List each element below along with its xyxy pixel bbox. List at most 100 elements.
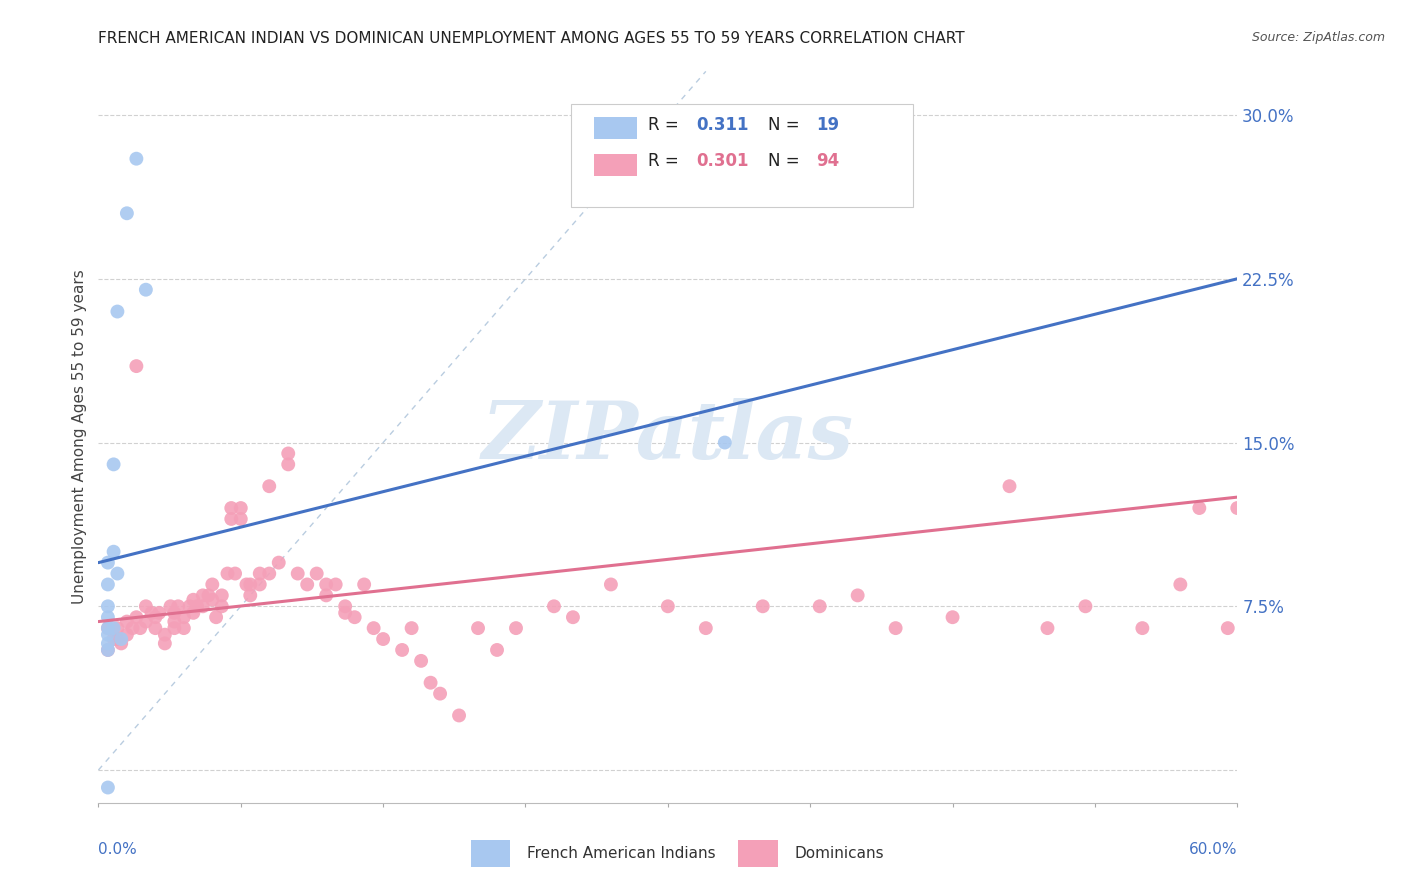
Point: [1036, 621, 1059, 635]
Point: [884, 621, 907, 635]
Point: [97, 599, 120, 614]
Point: [259, 566, 281, 581]
Point: [163, 615, 186, 629]
Text: ZIPatlas: ZIPatlas: [482, 399, 853, 475]
Point: [97, 780, 120, 795]
Point: [125, 610, 148, 624]
Point: [191, 588, 214, 602]
Text: R =: R =: [648, 116, 685, 134]
Text: N =: N =: [768, 153, 806, 170]
Point: [325, 577, 347, 591]
Point: [1132, 621, 1154, 635]
FancyBboxPatch shape: [593, 118, 637, 139]
Point: [335, 606, 357, 620]
Point: [103, 632, 125, 646]
Point: [249, 566, 271, 581]
Point: [267, 556, 290, 570]
Point: [183, 592, 205, 607]
Point: [942, 610, 965, 624]
Point: [401, 621, 423, 635]
Text: 0.301: 0.301: [696, 153, 749, 170]
Point: [235, 577, 257, 591]
Point: [179, 599, 201, 614]
Point: [129, 621, 152, 635]
Point: [110, 632, 132, 646]
Text: 0.311: 0.311: [696, 116, 749, 134]
Point: [135, 599, 157, 614]
Point: [107, 632, 129, 646]
Point: [277, 458, 299, 472]
Point: [657, 599, 679, 614]
Point: [998, 479, 1021, 493]
Point: [297, 577, 319, 591]
Point: [115, 628, 138, 642]
Point: [211, 599, 233, 614]
Point: [505, 621, 527, 635]
Point: [97, 643, 120, 657]
Y-axis label: Unemployment Among Ages 55 to 59 years: Unemployment Among Ages 55 to 59 years: [72, 269, 87, 605]
Point: [277, 446, 299, 460]
Point: [371, 632, 394, 646]
Point: [205, 610, 228, 624]
Point: [1188, 501, 1211, 516]
Point: [103, 545, 125, 559]
Point: [141, 606, 163, 620]
Point: [159, 599, 181, 614]
Text: Dominicans: Dominicans: [794, 847, 884, 861]
Point: [186, 599, 208, 614]
FancyBboxPatch shape: [571, 104, 912, 207]
Point: [315, 577, 337, 591]
Point: [808, 599, 831, 614]
Point: [97, 643, 120, 657]
Point: [183, 606, 205, 620]
Point: [107, 304, 129, 318]
Point: [167, 599, 190, 614]
Point: [1226, 501, 1249, 516]
Point: [335, 599, 357, 614]
Point: [197, 588, 219, 602]
Point: [224, 566, 246, 581]
Point: [239, 588, 262, 602]
Text: N =: N =: [768, 116, 806, 134]
Point: [148, 606, 170, 620]
Point: [315, 588, 337, 602]
Point: [145, 621, 167, 635]
Point: [363, 621, 385, 635]
Point: [714, 435, 737, 450]
Point: [467, 621, 489, 635]
Point: [163, 621, 186, 635]
Point: [221, 501, 243, 516]
Point: [97, 556, 120, 570]
Point: [97, 621, 120, 635]
Point: [1074, 599, 1097, 614]
Point: [163, 606, 186, 620]
Text: Source: ZipAtlas.com: Source: ZipAtlas.com: [1251, 31, 1385, 45]
Point: [121, 621, 143, 635]
Point: [107, 621, 129, 635]
Point: [125, 152, 148, 166]
Text: FRENCH AMERICAN INDIAN VS DOMINICAN UNEMPLOYMENT AMONG AGES 55 TO 59 YEARS CORRE: FRENCH AMERICAN INDIAN VS DOMINICAN UNEM…: [98, 31, 965, 46]
Point: [110, 636, 132, 650]
Point: [153, 636, 176, 650]
Point: [259, 479, 281, 493]
Point: [411, 654, 433, 668]
Point: [562, 610, 585, 624]
Point: [97, 636, 120, 650]
Text: 94: 94: [815, 153, 839, 170]
Point: [1170, 577, 1192, 591]
Point: [695, 621, 717, 635]
Point: [191, 599, 214, 614]
Point: [173, 621, 195, 635]
Point: [217, 566, 239, 581]
Point: [846, 588, 869, 602]
Point: [125, 359, 148, 373]
Point: [211, 588, 233, 602]
Point: [145, 610, 167, 624]
Point: [115, 615, 138, 629]
Point: [103, 458, 125, 472]
Text: R =: R =: [648, 153, 685, 170]
Point: [239, 577, 262, 591]
Point: [201, 577, 224, 591]
Point: [305, 566, 328, 581]
Point: [135, 615, 157, 629]
